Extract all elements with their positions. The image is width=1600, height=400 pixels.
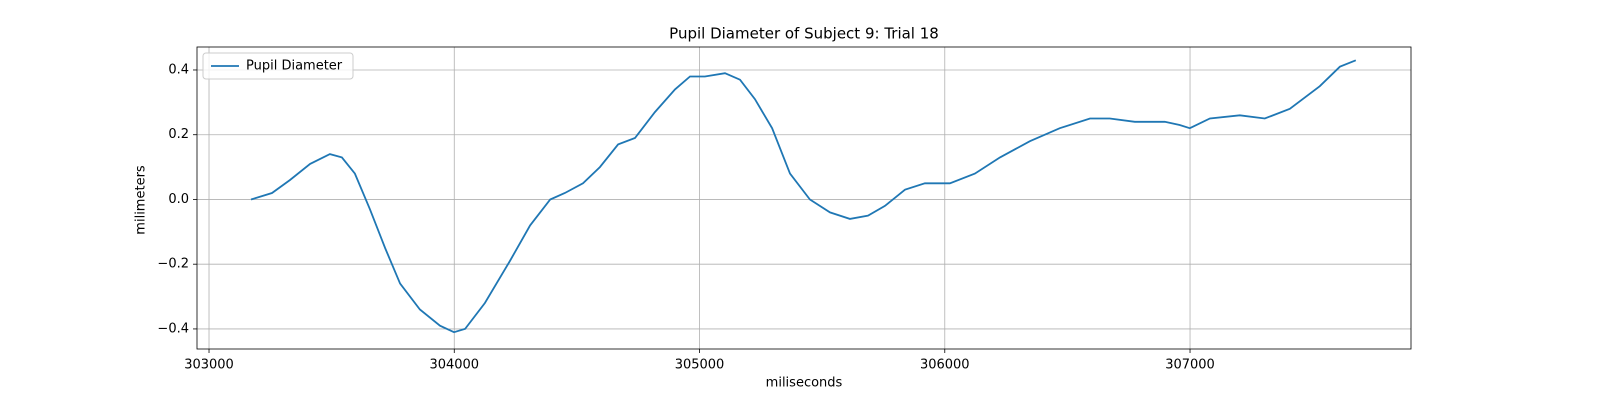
x-tick-label: 306000 — [920, 358, 970, 373]
plot-frame — [196, 46, 1412, 350]
y-tick-label: 0.2 — [168, 127, 189, 142]
y-tick-label: −0.4 — [157, 321, 189, 336]
y-axis-label: milimeters — [134, 165, 149, 235]
x-tick-label: 304000 — [429, 358, 479, 373]
y-tick-label: 0.4 — [168, 62, 189, 77]
x-axis-label: miliseconds — [766, 376, 843, 391]
legend-label: Pupil Diameter — [246, 59, 343, 74]
y-tick-label: 0.0 — [168, 192, 189, 207]
y-tick-label: −0.2 — [157, 257, 189, 272]
x-tick-label: 305000 — [675, 358, 725, 373]
data-line — [250, 59, 1357, 334]
x-tick-label: 307000 — [1165, 358, 1215, 373]
chart-title: Pupil Diameter of Subject 9: Trial 18 — [669, 25, 939, 43]
x-tick-label: 303000 — [184, 358, 234, 373]
legend-box — [202, 52, 354, 80]
